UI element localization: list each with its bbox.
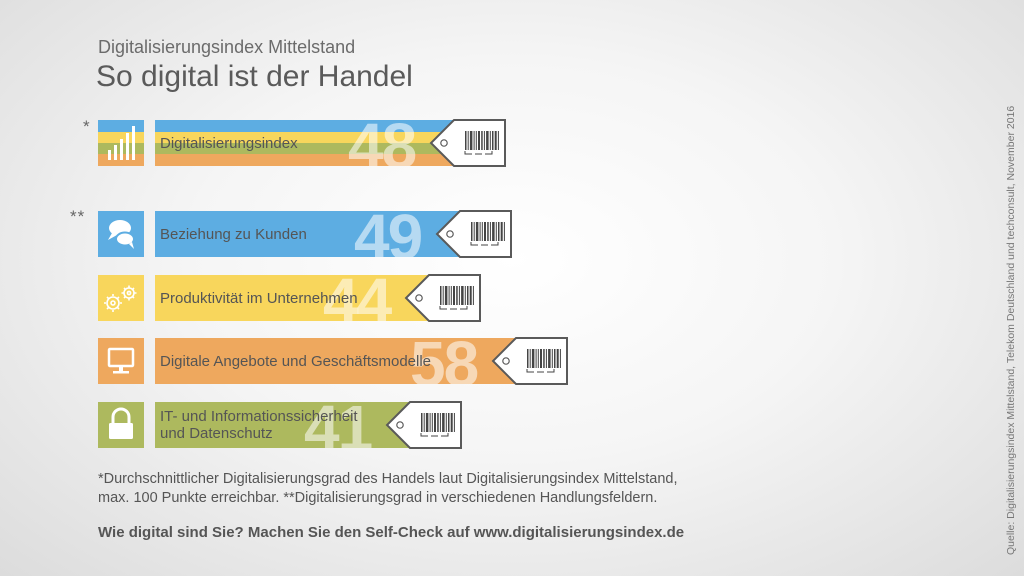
footnote: *Durchschnittlicher Digitalisierungsgrad… — [98, 470, 738, 508]
chart-bar: 58 Digitale Angebote und Geschäftsmodell… — [155, 338, 516, 384]
bar-category-label: IT- und Informationssicherheit und Daten… — [160, 408, 358, 442]
price-tag-icon — [385, 401, 462, 449]
row-icon-box-index — [98, 120, 144, 166]
self-check-call-to-action: Wie digital sind Sie? Machen Sie den Sel… — [98, 524, 685, 541]
chart-bar: 41 IT- und Informationssicherheit und Da… — [155, 402, 410, 448]
star-marker-single: * — [83, 117, 91, 136]
bar-category-label: Produktivität im Unternehmen — [160, 290, 358, 307]
bar-category-label: Digitale Angebote und Geschäftsmodelle — [160, 353, 432, 370]
chart-subtitle: Digitalisierungsindex Mittelstand — [98, 37, 356, 57]
gears-icon — [104, 285, 137, 312]
lock-icon — [109, 407, 133, 439]
row-icon-box-security — [98, 402, 144, 448]
price-tag-icon — [404, 274, 481, 322]
footnote-line-1: *Durchschnittlicher Digitalisierungsgrad… — [98, 471, 678, 487]
bar-value-label: 58 — [410, 338, 479, 384]
source-note: Quelle: Digitalisierungsindex Mittelstan… — [1005, 105, 1017, 555]
row-icon-box-customers — [98, 211, 144, 257]
row-icon-box-productivity — [98, 275, 144, 321]
bar-category-label-line1: IT- und Informationssicherheit — [160, 408, 358, 425]
footnote-line-2: max. 100 Punkte erreichbar. **Digitalisi… — [98, 490, 658, 506]
bar-chart-icon — [98, 120, 144, 166]
bar-value-label: 41 — [304, 402, 373, 448]
price-tag-icon — [435, 210, 512, 258]
chart-bar: 44 Produktivität im Unternehmen — [155, 275, 429, 321]
bar-value-label: 48 — [348, 120, 417, 166]
speech-bubbles-icon — [108, 220, 135, 249]
monitor-icon — [107, 347, 135, 374]
chart-bar: 48 Digitalisierungsindex — [155, 120, 454, 166]
bar-category-label: Beziehung zu Kunden — [160, 226, 307, 243]
star-marker-double: ** — [70, 207, 86, 226]
bar-category-label: Digitalisierungsindex — [160, 135, 298, 152]
bar-value-label: 44 — [323, 275, 392, 321]
bar-category-label-line2: und Datenschutz — [160, 425, 273, 442]
chart-title: So digital ist der Handel — [96, 60, 413, 93]
price-tag-icon — [491, 337, 568, 385]
row-icon-box-offers — [98, 338, 144, 384]
bar-value-label: 49 — [354, 211, 423, 257]
price-tag-icon — [429, 119, 506, 167]
chart-bar: 49 Beziehung zu Kunden — [155, 211, 460, 257]
